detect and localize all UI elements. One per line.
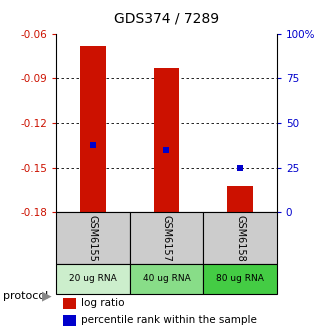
Text: ▶: ▶	[42, 290, 51, 303]
Text: GDS374 / 7289: GDS374 / 7289	[114, 12, 219, 26]
Text: GSM6155: GSM6155	[88, 215, 98, 262]
Text: protocol: protocol	[3, 291, 48, 301]
Bar	[80, 45, 106, 212]
Text: GSM6157: GSM6157	[161, 215, 172, 262]
Bar	[203, 264, 277, 294]
Bar	[56, 264, 130, 294]
Bar	[227, 185, 253, 212]
Bar	[63, 298, 76, 308]
Bar	[63, 315, 76, 326]
Bar	[203, 212, 277, 264]
Text: 80 ug RNA: 80 ug RNA	[216, 275, 264, 284]
Text: GSM6158: GSM6158	[235, 215, 245, 262]
Text: percentile rank within the sample: percentile rank within the sample	[81, 316, 257, 325]
Bar	[130, 212, 203, 264]
Bar	[56, 212, 130, 264]
Text: 40 ug RNA: 40 ug RNA	[142, 275, 190, 284]
Bar	[130, 264, 203, 294]
Bar	[154, 68, 179, 212]
Text: log ratio: log ratio	[81, 298, 125, 308]
Text: 20 ug RNA: 20 ug RNA	[69, 275, 117, 284]
